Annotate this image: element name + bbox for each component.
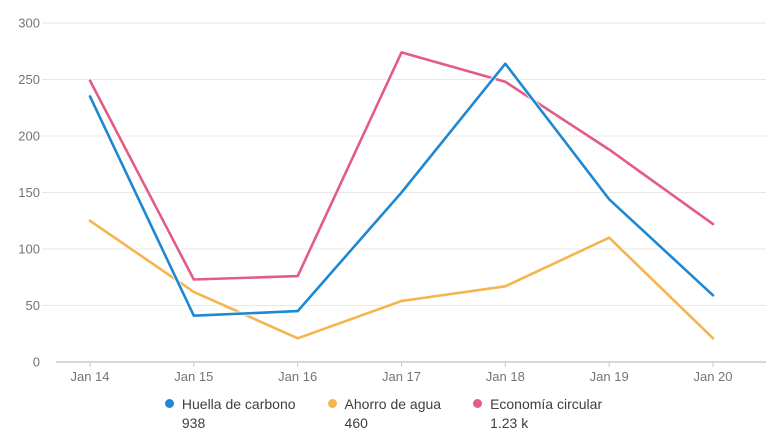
series-line-2[interactable] (88, 51, 715, 281)
y-axis-tick-label: 50 (26, 298, 40, 313)
series-line-halo (87, 61, 716, 318)
x-axis-tick-label: Jan 14 (70, 369, 109, 384)
series-dot-icon (473, 399, 483, 408)
chart-legend: Huella de carbono 938 Ahorro de agua 460… (0, 395, 767, 433)
series-dot-icon (327, 399, 337, 408)
legend-total-value: 460 (344, 415, 368, 431)
series-line-0[interactable] (88, 62, 715, 318)
series-line-halo (87, 218, 716, 341)
x-axis-tick-label: Jan 15 (174, 369, 213, 384)
y-axis-tick-label: 100 (18, 242, 40, 257)
x-axis-tick-label: Jan 17 (382, 369, 421, 384)
line-chart: 0 50 100 150 200 250 300 Jan 14 Jan 15 Jan 16 Jan … (18, 16, 766, 384)
series-dot-icon (164, 399, 174, 408)
x-axis-tick-label: Jan 18 (486, 369, 525, 384)
legend-total-value: 1.23 k (490, 415, 529, 431)
legend-label: Huella de carbono (181, 396, 296, 412)
x-axis-tick-label: Jan 20 (693, 369, 732, 384)
y-axis-tick-label: 150 (18, 185, 40, 200)
y-axis-tick-label: 200 (18, 129, 40, 144)
legend-item-huella-de-carbono[interactable]: Huella de carbono 938 (164, 395, 296, 433)
series-line-1[interactable] (88, 219, 715, 340)
y-axis-tick-label: 300 (18, 16, 40, 31)
x-axis-tick-label: Jan 16 (278, 369, 317, 384)
legend-item-economia-circular[interactable]: Economía circular 1.23 k (473, 395, 602, 433)
y-axis-tick-label: 250 (18, 72, 40, 87)
legend-total-value: 938 (181, 415, 206, 431)
legend-item-ahorro-de-agua[interactable]: Ahorro de agua 460 (327, 395, 442, 433)
legend-label: Ahorro de agua (344, 396, 442, 412)
legend-label: Economía circular (490, 396, 603, 412)
x-axis-tick-label: Jan 19 (590, 369, 629, 384)
y-axis-tick-label: 0 (33, 355, 40, 370)
